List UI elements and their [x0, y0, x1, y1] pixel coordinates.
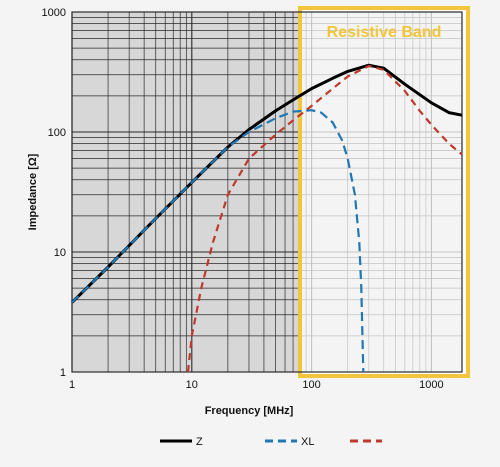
y-axis-label: Impedance [Ω] — [27, 153, 39, 230]
x-tick-label: 1000 — [419, 379, 443, 391]
legend-label: Z — [196, 436, 203, 448]
x-tick-label: 1 — [69, 379, 75, 391]
resistive-band-box — [298, 6, 470, 378]
plot-frame — [71, 11, 463, 373]
x-tick-label: 100 — [302, 379, 320, 391]
series-line-z — [70, 63, 463, 304]
y-tick-label: 10 — [54, 247, 66, 259]
y-tick-label: 100 — [48, 127, 66, 139]
x-tick-label: 10 — [186, 379, 198, 391]
y-tick-label: 1000 — [42, 7, 66, 19]
series-line-unnamed — [186, 64, 463, 373]
resistive-band-label: Resistive Band — [327, 24, 442, 41]
legend-label: XL — [301, 436, 314, 448]
x-axis-label: Frequency [MHz] — [205, 405, 294, 417]
series-line-xl — [71, 109, 365, 373]
y-tick-label: 1 — [60, 367, 66, 379]
